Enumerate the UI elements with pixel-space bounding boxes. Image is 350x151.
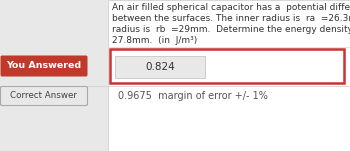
- FancyBboxPatch shape: [110, 49, 344, 83]
- Text: between the surfaces. The inner radius is  ra  =26.3mm and the outer: between the surfaces. The inner radius i…: [112, 14, 350, 23]
- Text: 0.9675  margin of error +/- 1%: 0.9675 margin of error +/- 1%: [118, 91, 268, 101]
- Text: radius is  rb  =29mm.  Determine the energy density at the point  r =: radius is rb =29mm. Determine the energy…: [112, 25, 350, 34]
- FancyBboxPatch shape: [115, 56, 205, 78]
- FancyBboxPatch shape: [0, 56, 88, 77]
- FancyBboxPatch shape: [0, 87, 88, 106]
- Text: Correct Answer: Correct Answer: [10, 92, 77, 101]
- Text: You Answered: You Answered: [6, 61, 82, 71]
- FancyBboxPatch shape: [108, 0, 350, 151]
- FancyBboxPatch shape: [0, 0, 108, 151]
- Text: An air filled spherical capacitor has a  potential difference  V =1,279V: An air filled spherical capacitor has a …: [112, 3, 350, 12]
- Text: 0.824: 0.824: [145, 62, 175, 72]
- Text: 27.8mm.  (in  J/m³): 27.8mm. (in J/m³): [112, 36, 197, 45]
